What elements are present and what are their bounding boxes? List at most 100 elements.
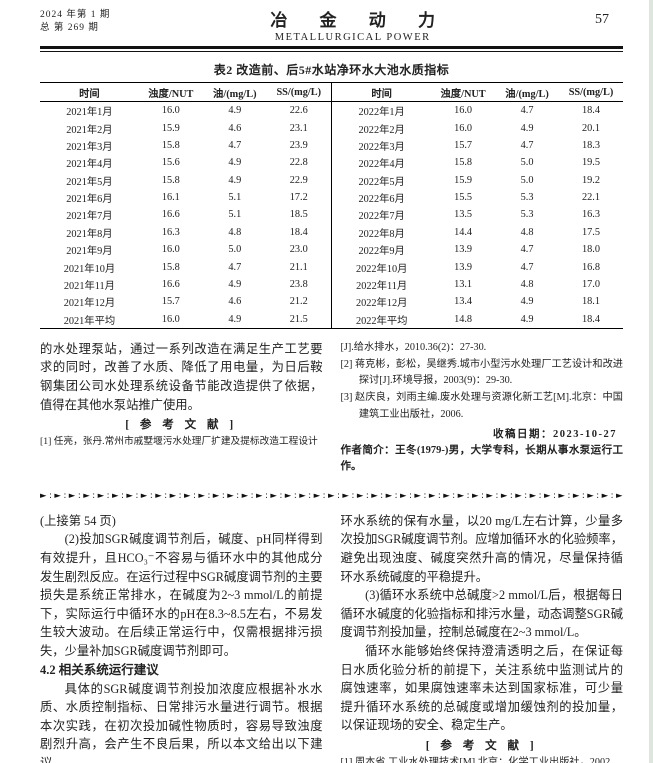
header-rule-thin [40, 51, 623, 52]
table-cell: 2021年9月 [66, 246, 113, 258]
table-cell: 2021年12月 [63, 298, 116, 310]
table-cell: 2021年10月 [63, 263, 116, 275]
table-cell: 4.8 [520, 278, 534, 290]
table-cell: 2021年2月 [66, 124, 113, 136]
article-section-2: (上接第 54 页) (2)投加SGR碱度调节剂后，碱度、pH同样得到有效提升，… [40, 512, 623, 763]
table-cell: 16.6 [161, 278, 180, 290]
table-cell: 2021年4月 [66, 159, 113, 171]
table-cell: 18.0 [581, 244, 601, 256]
table-cell: 2022年7月 [358, 211, 405, 223]
journal-title-en: METALLURGICAL POWER [274, 32, 431, 43]
table-row: 2021年5月 15.8 4.9 22.9 [40, 172, 331, 189]
table-cell: 2022年2月 [358, 124, 405, 136]
table-cell: 4.7 [520, 261, 534, 273]
table-cell: 4.9 [520, 296, 534, 308]
table-cell: 4.9 [228, 313, 242, 325]
volume-number: 总 第 269 期 [40, 23, 99, 33]
table-cell: 2022年12月 [355, 298, 408, 310]
table-row: 2021年8月 16.3 4.8 18.4 [40, 224, 331, 241]
table-head: 时间 浊度/NUT 油/(mg/L) SS/(mg/L) [332, 83, 623, 102]
table-row: 2021年7月 16.6 5.1 18.5 [40, 206, 331, 223]
table-cell: 21.2 [289, 296, 308, 308]
page-number: 57 [595, 12, 609, 27]
table-row: 2022年8月 14.4 4.8 17.5 [332, 224, 623, 241]
table-row: 2021年6月 16.1 5.1 17.2 [40, 189, 331, 206]
table-cell: 22.1 [581, 192, 601, 204]
table-head: 时间 浊度/NUT 油/(mg/L) SS/(mg/L) [40, 83, 331, 102]
table-cell: 4.8 [520, 226, 534, 238]
table-cell: 22.9 [289, 174, 308, 186]
table-cell: 16.0 [161, 313, 180, 325]
col-time: 时间 [40, 83, 139, 102]
article2-left-column: (上接第 54 页) (2)投加SGR碱度调节剂后，碱度、pH同样得到有效提升，… [40, 512, 323, 763]
table-cell: 17.5 [581, 226, 601, 238]
table-cell: 2022年9月 [358, 246, 405, 258]
table-cell: 2022年1月 [358, 107, 405, 119]
table-row: 2022年2月 16.0 4.9 20.1 [332, 119, 623, 136]
paragraph: 的水处理泵站，通过一系列改造在满足生产工艺要求的同时，改善了水质、降低了用电量，… [40, 341, 323, 412]
received-date: 收稿日期：2023-10-27 [493, 428, 617, 440]
table-cell: 18.1 [581, 296, 601, 308]
table-cell: 17.2 [289, 192, 308, 204]
table-cell: 13.5 [454, 209, 473, 221]
reference-item: [2] 蒋克彬，彭松，吴继秀.城市小型污水处理厂工艺设计和改进探讨[J].环境导… [340, 358, 624, 387]
table-cell: 4.9 [228, 278, 242, 290]
table-cell: 2022年3月 [358, 141, 405, 153]
table-cell: 16.1 [161, 192, 180, 204]
journal-title-block: 冶 金 动 力 METALLURGICAL POWER [110, 6, 595, 43]
page-header: 2024 年第 1 期 总 第 269 期 冶 金 动 力 METALLURGI… [40, 6, 623, 43]
table-cell: 4.6 [228, 296, 242, 308]
references-heading: [ 参 考 文 献 ] [125, 419, 238, 432]
table-cell: 4.7 [520, 244, 534, 256]
table-cell: 2022年11月 [356, 280, 408, 292]
table-vertical-divider [330, 83, 333, 328]
table-row: 2022年4月 15.8 5.0 19.5 [332, 154, 623, 171]
table-cell: 15.9 [161, 122, 180, 134]
reference-item: [3] 赵庆良，刘雨主编.废水处理与资源化新工艺[M].北京：中国建筑工业出版社… [340, 392, 624, 421]
table-cell: 18.5 [289, 209, 308, 221]
col-oil: 油/(mg/L) [495, 83, 560, 102]
table-cell: 5.0 [520, 157, 534, 169]
table-cell: 2021年3月 [66, 141, 113, 153]
table-cell: 15.9 [454, 174, 473, 186]
table-cell: 15.7 [454, 139, 473, 151]
table-cell: 20.1 [581, 122, 601, 134]
table-row: 2021年2月 15.9 4.6 23.1 [40, 119, 331, 136]
table-cell: 5.3 [520, 192, 534, 204]
reference-continuation: [J].给水排水，2010.36(2)：27-30. [340, 341, 487, 353]
table-cell: 18.4 [581, 105, 601, 117]
table-cell: 2021年7月 [66, 211, 113, 223]
table-cell: 16.3 [161, 226, 180, 238]
table-cell: 16.0 [454, 105, 473, 117]
table-row: 2021年9月 16.0 5.0 23.0 [40, 241, 331, 258]
table-cell: 18.4 [581, 313, 601, 325]
table-header-row: 时间 浊度/NUT 油/(mg/L) SS/(mg/L) [332, 83, 623, 102]
table-cell: 2022年6月 [358, 194, 405, 206]
table-cell: 5.1 [228, 192, 242, 204]
table-cell: 4.9 [228, 174, 242, 186]
table-cell: 4.7 [520, 139, 534, 151]
table-title: 表2 改造前、后5#水站净环水大池水质指标 [213, 63, 450, 77]
table-cell: 23.1 [289, 122, 308, 134]
table-cell: 13.1 [454, 278, 473, 290]
table-cell: 15.7 [161, 296, 180, 308]
table-cell: 2021年8月 [66, 228, 113, 240]
paragraph: 具体的SGR碱度调节剂投加浓度应根据补水水质、水质控制指标、日常排污水量进行调节… [40, 681, 323, 763]
table-row: 2022年10月 13.9 4.7 16.8 [332, 258, 623, 275]
table-cell: 4.7 [228, 139, 242, 151]
table-row: 2022年12月 13.4 4.9 18.1 [332, 293, 623, 310]
col-ss: SS/(mg/L) [559, 83, 623, 102]
table-cell: 2022年10月 [355, 263, 408, 275]
table-cell: 21.1 [289, 261, 308, 273]
paragraph: 环水系统的保有水量，以20 mg/L左右计算，少量多次投加SGR碱度调节剂。应增… [340, 513, 624, 584]
paragraph: (3)循环水系统中总碱度>2 mmol/L后，根据每日循环水碱度的化验指标和排污… [340, 588, 624, 640]
table-cell: 2022年平均 [355, 315, 408, 327]
table-cell: 13.9 [454, 261, 473, 273]
table-cell: 4.9 [520, 313, 534, 325]
table-row: 2022年5月 15.9 5.0 19.2 [332, 172, 623, 189]
table-cell: 4.7 [520, 105, 534, 117]
table-cell: 2022年4月 [358, 159, 405, 171]
table-cell: 23.0 [289, 244, 308, 256]
water-quality-table: 时间 浊度/NUT 油/(mg/L) SS/(mg/L) 2021年1月 16.0… [40, 82, 623, 329]
